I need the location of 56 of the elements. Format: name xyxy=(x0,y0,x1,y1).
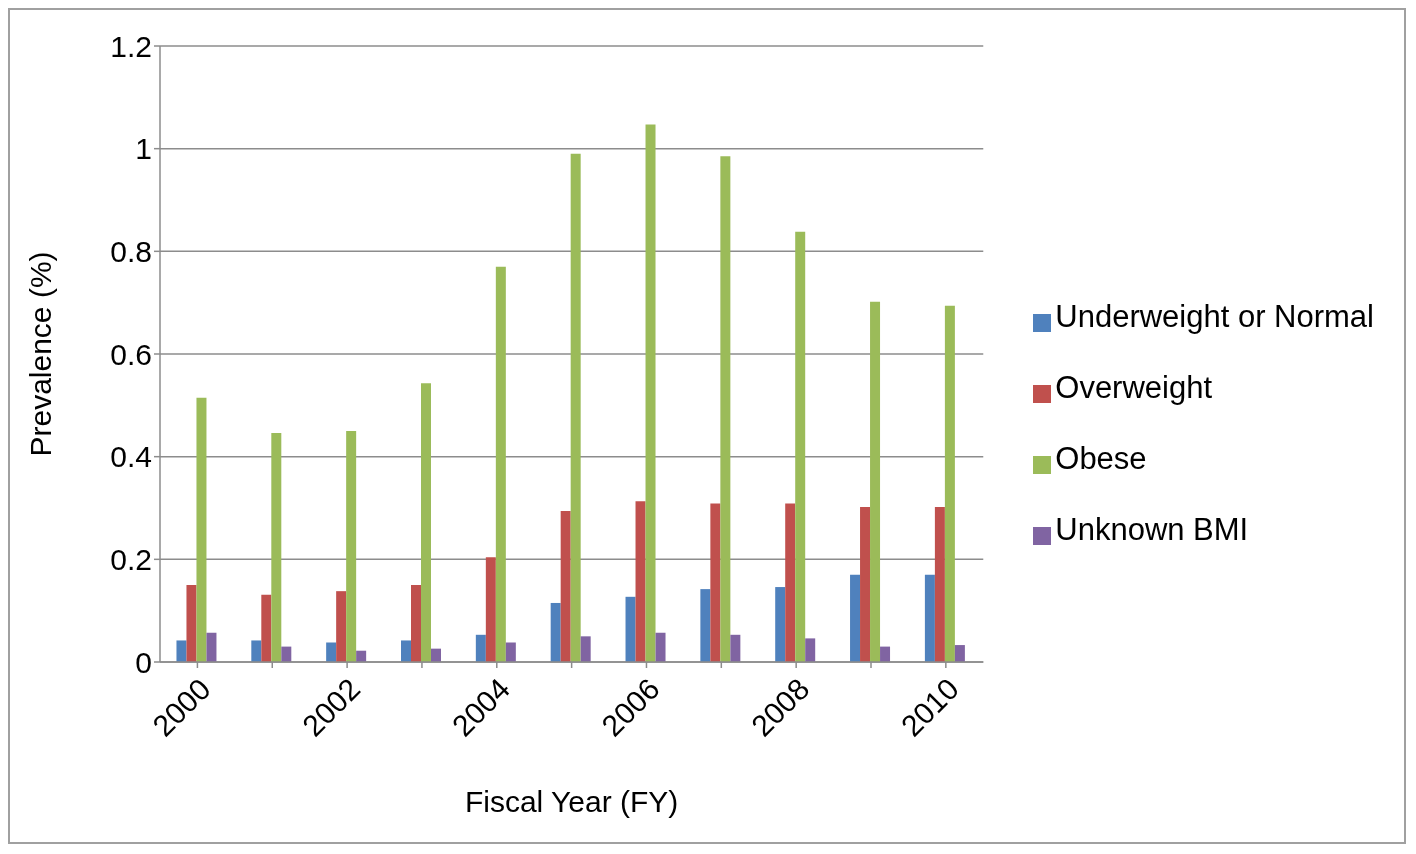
x-axis-title: Fiscal Year (FY) xyxy=(464,785,679,818)
bar xyxy=(645,124,656,662)
bar xyxy=(944,305,955,662)
bar xyxy=(720,156,731,662)
y-axis-title: Prevalence (%) xyxy=(23,251,57,457)
bar xyxy=(271,433,282,662)
y-tick-label: 1 xyxy=(135,132,152,166)
bar xyxy=(336,591,347,662)
bar xyxy=(635,501,646,662)
bar xyxy=(281,646,292,662)
bar xyxy=(795,231,806,662)
bar xyxy=(251,640,262,662)
bar xyxy=(860,506,871,662)
bar xyxy=(924,574,935,662)
bar xyxy=(805,638,816,662)
y-tick-label: 0.6 xyxy=(110,337,152,371)
bar xyxy=(700,589,711,662)
bar xyxy=(495,266,506,662)
y-tick-label: 0 xyxy=(135,645,152,679)
bar xyxy=(186,585,197,662)
bar xyxy=(870,301,881,662)
bar xyxy=(560,511,571,662)
bar xyxy=(410,585,421,662)
bar xyxy=(625,596,636,662)
bar xyxy=(580,636,591,662)
bar xyxy=(505,642,516,662)
bar xyxy=(326,642,337,662)
bar xyxy=(475,634,486,662)
bar xyxy=(954,645,965,662)
y-tick-label: 0.8 xyxy=(110,234,152,268)
bar xyxy=(785,503,796,662)
legend-label: Obese xyxy=(1055,441,1147,476)
bar xyxy=(775,587,786,662)
bar xyxy=(420,383,431,662)
legend-label: Underweight or Normal xyxy=(1055,299,1374,334)
legend-label: Unknown BMI xyxy=(1055,512,1249,547)
bar xyxy=(550,602,561,662)
bar xyxy=(570,153,581,662)
y-tick-label: 1.2 xyxy=(110,29,152,63)
legend-label: Overweight xyxy=(1055,370,1213,405)
bar xyxy=(655,632,666,662)
bar xyxy=(880,646,891,662)
y-tick-label: 0.2 xyxy=(110,542,152,576)
y-tick-label: 0.4 xyxy=(110,440,152,474)
bar xyxy=(730,634,741,662)
bar xyxy=(206,632,217,662)
bar xyxy=(196,397,207,662)
bar xyxy=(346,431,357,662)
bar xyxy=(710,503,721,662)
bar xyxy=(400,640,411,662)
bar xyxy=(176,640,187,662)
bar xyxy=(850,574,861,662)
bar xyxy=(934,506,945,662)
bar xyxy=(430,648,441,662)
bar xyxy=(261,594,272,662)
bar xyxy=(485,557,496,662)
